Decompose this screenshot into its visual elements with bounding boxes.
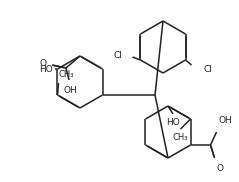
Text: Cl: Cl bbox=[204, 66, 212, 74]
Text: OH: OH bbox=[63, 86, 77, 95]
Text: CH₃: CH₃ bbox=[59, 70, 74, 79]
Text: Cl: Cl bbox=[114, 50, 122, 60]
Text: O: O bbox=[40, 58, 47, 68]
Text: CH₃: CH₃ bbox=[173, 133, 188, 142]
Text: OH: OH bbox=[218, 116, 232, 125]
Text: HO: HO bbox=[39, 64, 53, 74]
Text: HO: HO bbox=[166, 118, 180, 127]
Text: O: O bbox=[217, 164, 223, 173]
